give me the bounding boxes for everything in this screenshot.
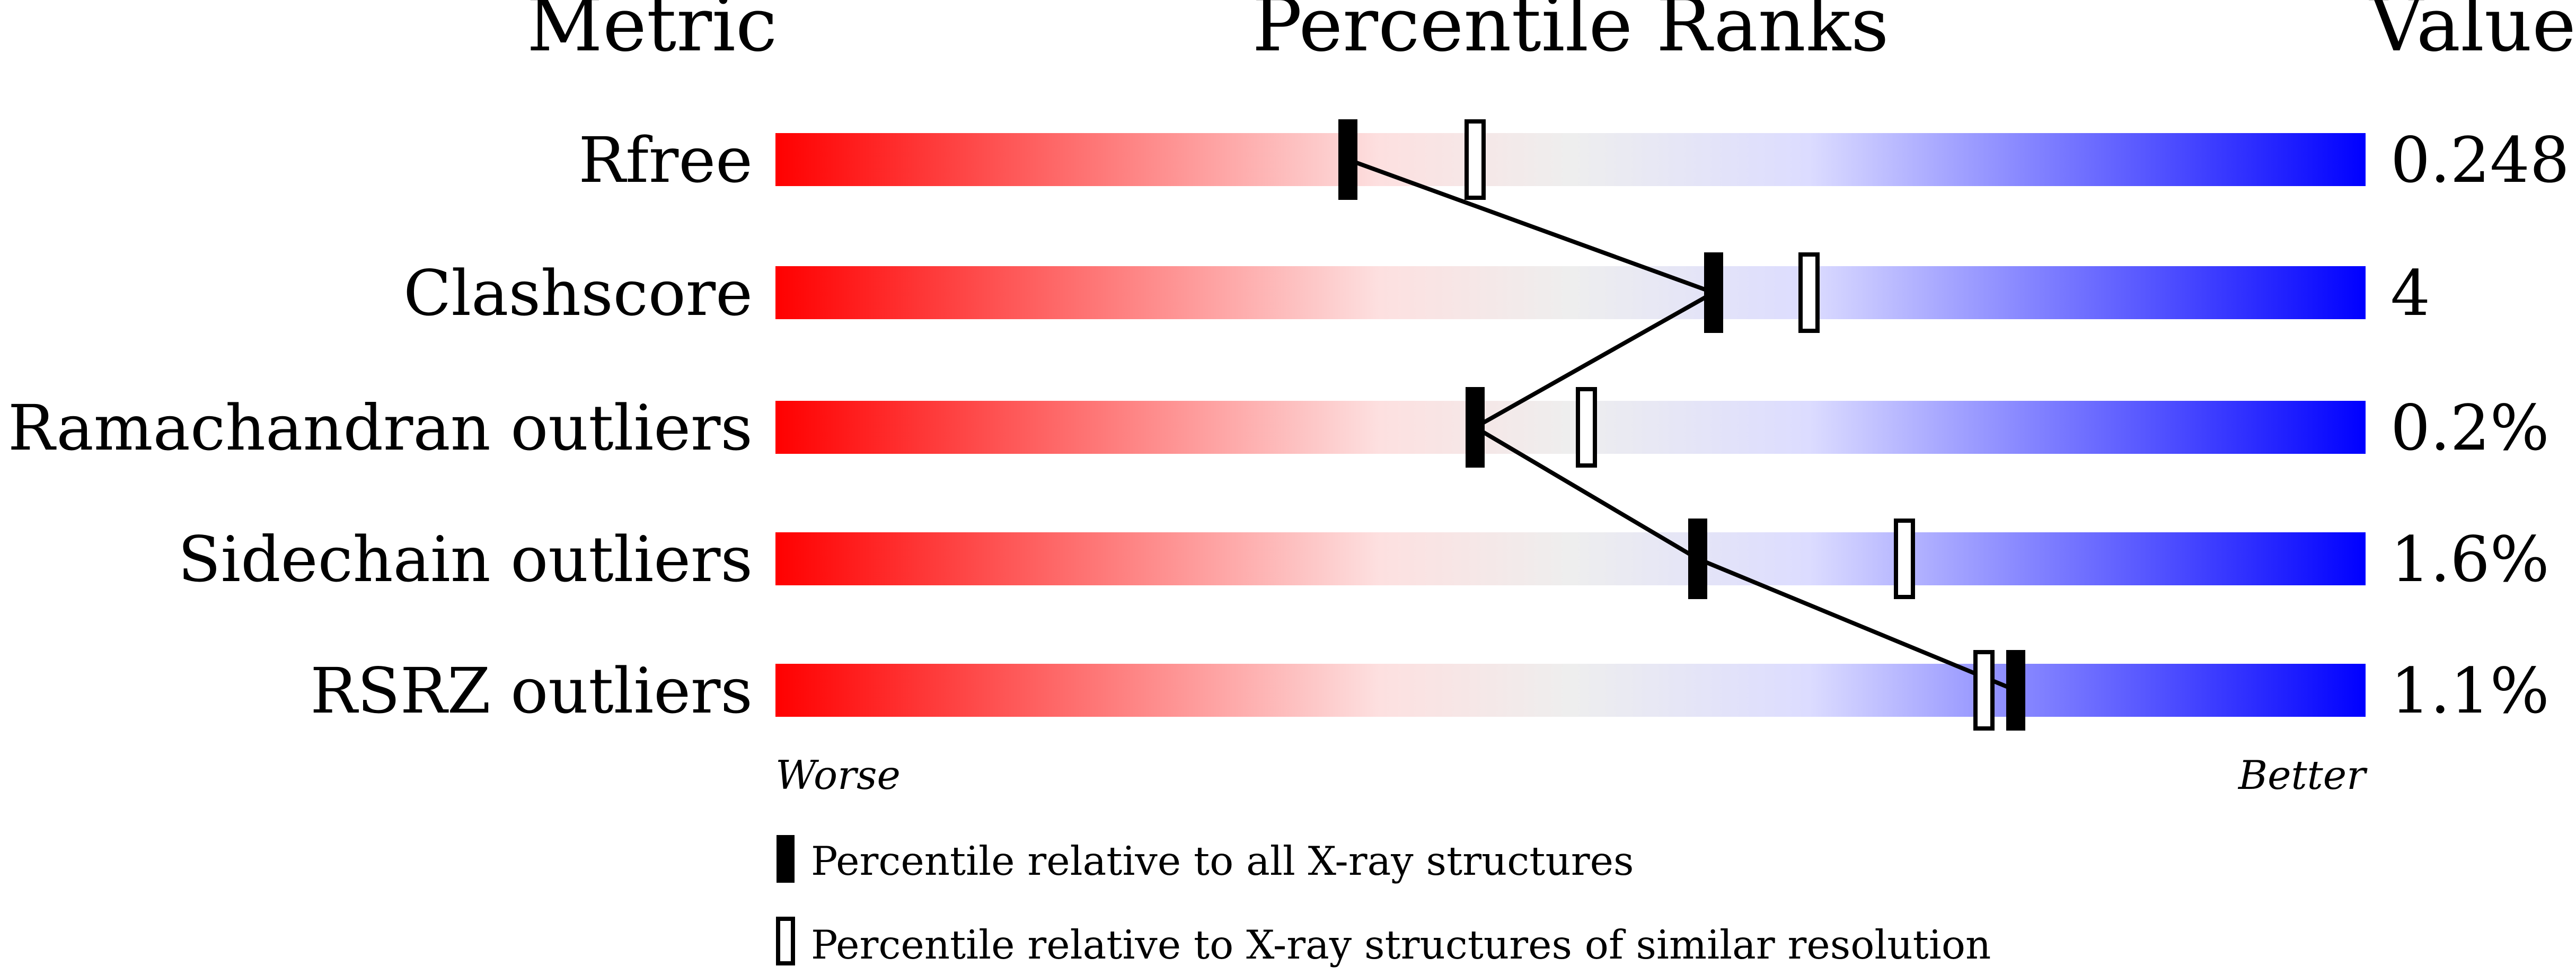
similar-resolution-marker: [1576, 387, 1597, 468]
better-label: Better: [2237, 752, 2368, 798]
worse-label: Worse: [775, 752, 901, 798]
percentile-bar: [775, 664, 2366, 717]
all-structures-marker: [1466, 387, 1485, 468]
header-percentile: Percentile Ranks: [1252, 0, 1889, 68]
all-structures-marker: [1338, 119, 1357, 200]
percentile-bar: [775, 532, 2366, 585]
metric-value: 0.2%: [2390, 391, 2549, 464]
legend-filled-label: Percentile relative to all X-ray structu…: [811, 838, 1634, 884]
metric-value: 0.248: [2390, 124, 2570, 197]
legend-open-marker: [776, 917, 795, 965]
header-metric: Metric: [527, 0, 778, 68]
legend-open-label: Percentile relative to X-ray structures …: [811, 921, 1991, 968]
all-structures-marker: [1688, 519, 1707, 599]
similar-resolution-marker: [1465, 119, 1486, 200]
percentile-bar: [775, 133, 2366, 186]
metric-value: 1.1%: [2390, 654, 2549, 727]
similar-resolution-marker: [1798, 252, 1820, 333]
similar-resolution-marker: [1894, 519, 1915, 599]
similar-resolution-marker: [1973, 650, 1995, 731]
header-value: Value: [2368, 0, 2576, 68]
metric-label: Sidechain outliers: [178, 523, 753, 596]
all-structures-marker: [2006, 650, 2025, 731]
metric-label: Rfree: [578, 124, 753, 197]
metric-value: 4: [2390, 257, 2430, 330]
all-structures-marker: [1704, 252, 1723, 333]
percentile-bar: [775, 266, 2366, 319]
metric-label: Clashscore: [403, 257, 753, 330]
metric-label: RSRZ outliers: [310, 654, 753, 727]
percentile-bar: [775, 401, 2366, 454]
legend-filled-marker: [777, 835, 795, 883]
metric-label: Ramachandran outliers: [8, 391, 753, 464]
metric-value: 1.6%: [2390, 523, 2549, 596]
